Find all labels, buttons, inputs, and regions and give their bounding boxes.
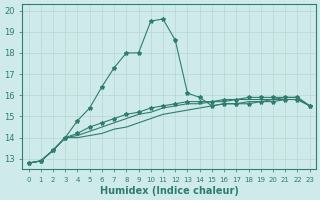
X-axis label: Humidex (Indice chaleur): Humidex (Indice chaleur) bbox=[100, 186, 239, 196]
